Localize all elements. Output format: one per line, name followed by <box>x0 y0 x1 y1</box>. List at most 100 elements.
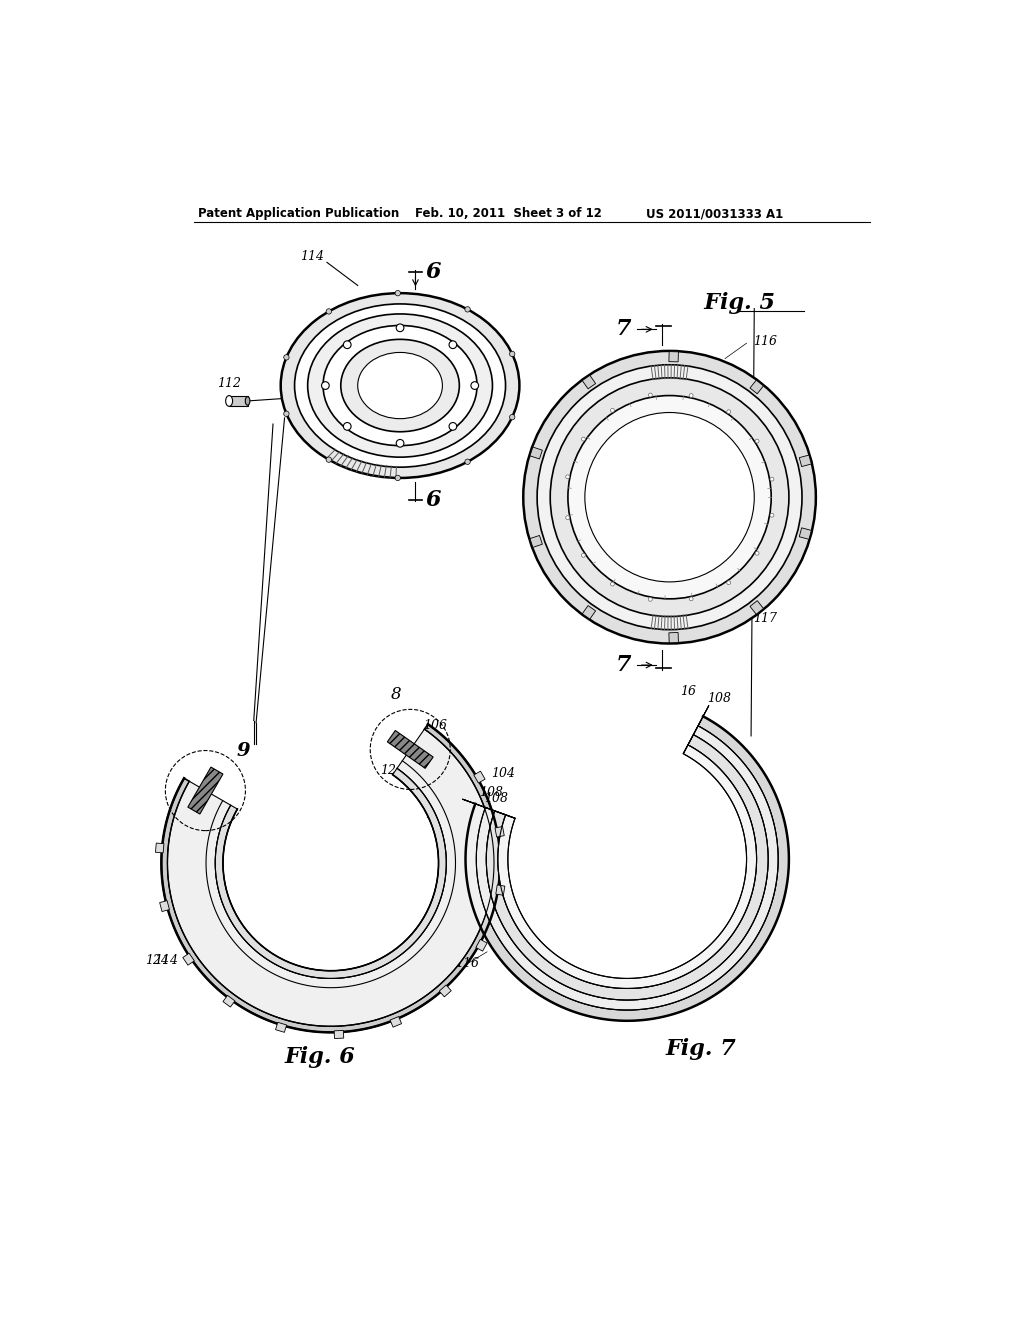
Text: 10 4: 10 4 <box>471 841 499 854</box>
Polygon shape <box>476 940 487 952</box>
Circle shape <box>610 582 614 586</box>
Circle shape <box>396 323 403 331</box>
Polygon shape <box>223 995 234 1007</box>
Polygon shape <box>182 953 195 965</box>
Text: 117: 117 <box>753 612 777 624</box>
Polygon shape <box>462 799 515 818</box>
Circle shape <box>343 341 351 348</box>
Circle shape <box>395 290 400 296</box>
Text: 116: 116 <box>455 957 478 970</box>
Polygon shape <box>486 735 768 1001</box>
Circle shape <box>582 553 586 557</box>
Circle shape <box>449 341 457 348</box>
Text: 124: 124 <box>383 368 408 381</box>
Text: 16: 16 <box>425 808 441 821</box>
Text: 16: 16 <box>680 685 696 698</box>
Circle shape <box>727 409 730 413</box>
Polygon shape <box>156 843 164 853</box>
Text: 8: 8 <box>391 686 401 704</box>
Ellipse shape <box>538 364 802 630</box>
Polygon shape <box>215 768 446 978</box>
Text: 114: 114 <box>154 954 177 968</box>
Circle shape <box>689 597 693 601</box>
Circle shape <box>770 478 774 480</box>
Circle shape <box>770 513 774 517</box>
Text: 108: 108 <box>479 787 503 799</box>
Text: 106: 106 <box>423 719 446 733</box>
Polygon shape <box>498 744 757 989</box>
Circle shape <box>689 393 693 397</box>
Circle shape <box>326 309 332 314</box>
Ellipse shape <box>307 314 493 457</box>
Text: 16: 16 <box>602 466 617 479</box>
Circle shape <box>343 422 351 430</box>
Text: 6: 6 <box>425 488 441 511</box>
Polygon shape <box>530 536 543 548</box>
Circle shape <box>510 351 515 356</box>
Circle shape <box>727 581 730 585</box>
Text: Fig. 5: Fig. 5 <box>681 292 775 314</box>
Text: 124: 124 <box>417 326 441 338</box>
Text: 116: 116 <box>753 335 777 347</box>
Polygon shape <box>683 705 709 754</box>
Polygon shape <box>474 771 485 783</box>
Circle shape <box>755 552 759 556</box>
Polygon shape <box>168 729 494 1026</box>
Polygon shape <box>750 601 764 614</box>
Circle shape <box>326 457 332 462</box>
Text: 7: 7 <box>615 655 631 676</box>
Circle shape <box>648 598 652 602</box>
Polygon shape <box>229 396 248 407</box>
Polygon shape <box>439 985 452 997</box>
Text: 124: 124 <box>381 764 404 776</box>
Polygon shape <box>496 884 505 895</box>
Text: 16: 16 <box>593 529 608 543</box>
Text: 117: 117 <box>689 511 713 523</box>
Text: 104: 104 <box>490 767 515 780</box>
Circle shape <box>395 475 400 480</box>
Circle shape <box>322 381 330 389</box>
Text: 114: 114 <box>300 249 324 263</box>
Ellipse shape <box>246 397 250 405</box>
Text: Feb. 10, 2011  Sheet 3 of 12: Feb. 10, 2011 Sheet 3 of 12 <box>416 207 602 220</box>
Circle shape <box>648 393 652 397</box>
Ellipse shape <box>341 339 460 432</box>
Polygon shape <box>275 1022 287 1032</box>
Circle shape <box>449 422 457 430</box>
Polygon shape <box>530 447 543 459</box>
Text: US 2011/0031333 A1: US 2011/0031333 A1 <box>646 207 783 220</box>
Polygon shape <box>800 455 811 466</box>
Polygon shape <box>466 717 788 1020</box>
Polygon shape <box>583 375 596 389</box>
Ellipse shape <box>550 378 788 616</box>
Circle shape <box>284 355 289 360</box>
Text: Fig. 7: Fig. 7 <box>666 1039 736 1060</box>
Text: Fig. 6: Fig. 6 <box>285 1047 355 1068</box>
Circle shape <box>465 459 470 465</box>
Ellipse shape <box>523 351 816 644</box>
Polygon shape <box>750 380 764 393</box>
Polygon shape <box>187 767 223 814</box>
Text: 9: 9 <box>237 742 250 760</box>
Circle shape <box>396 440 403 447</box>
Circle shape <box>565 516 569 520</box>
Circle shape <box>565 475 569 479</box>
Polygon shape <box>160 900 169 912</box>
Polygon shape <box>162 725 500 1032</box>
Circle shape <box>465 306 470 312</box>
Ellipse shape <box>357 352 442 418</box>
Polygon shape <box>390 1016 401 1027</box>
Text: Patent Application Publication: Patent Application Publication <box>199 207 399 220</box>
Polygon shape <box>669 351 679 362</box>
Circle shape <box>471 381 478 389</box>
Text: 108: 108 <box>707 693 731 705</box>
Text: 112: 112 <box>217 378 241 391</box>
Text: 16: 16 <box>460 800 476 813</box>
Polygon shape <box>669 632 679 643</box>
Text: 124: 124 <box>144 954 169 968</box>
Text: 7: 7 <box>615 318 631 341</box>
Ellipse shape <box>225 396 232 407</box>
Polygon shape <box>476 726 778 1010</box>
Polygon shape <box>334 1031 344 1039</box>
Text: 104: 104 <box>451 403 474 416</box>
